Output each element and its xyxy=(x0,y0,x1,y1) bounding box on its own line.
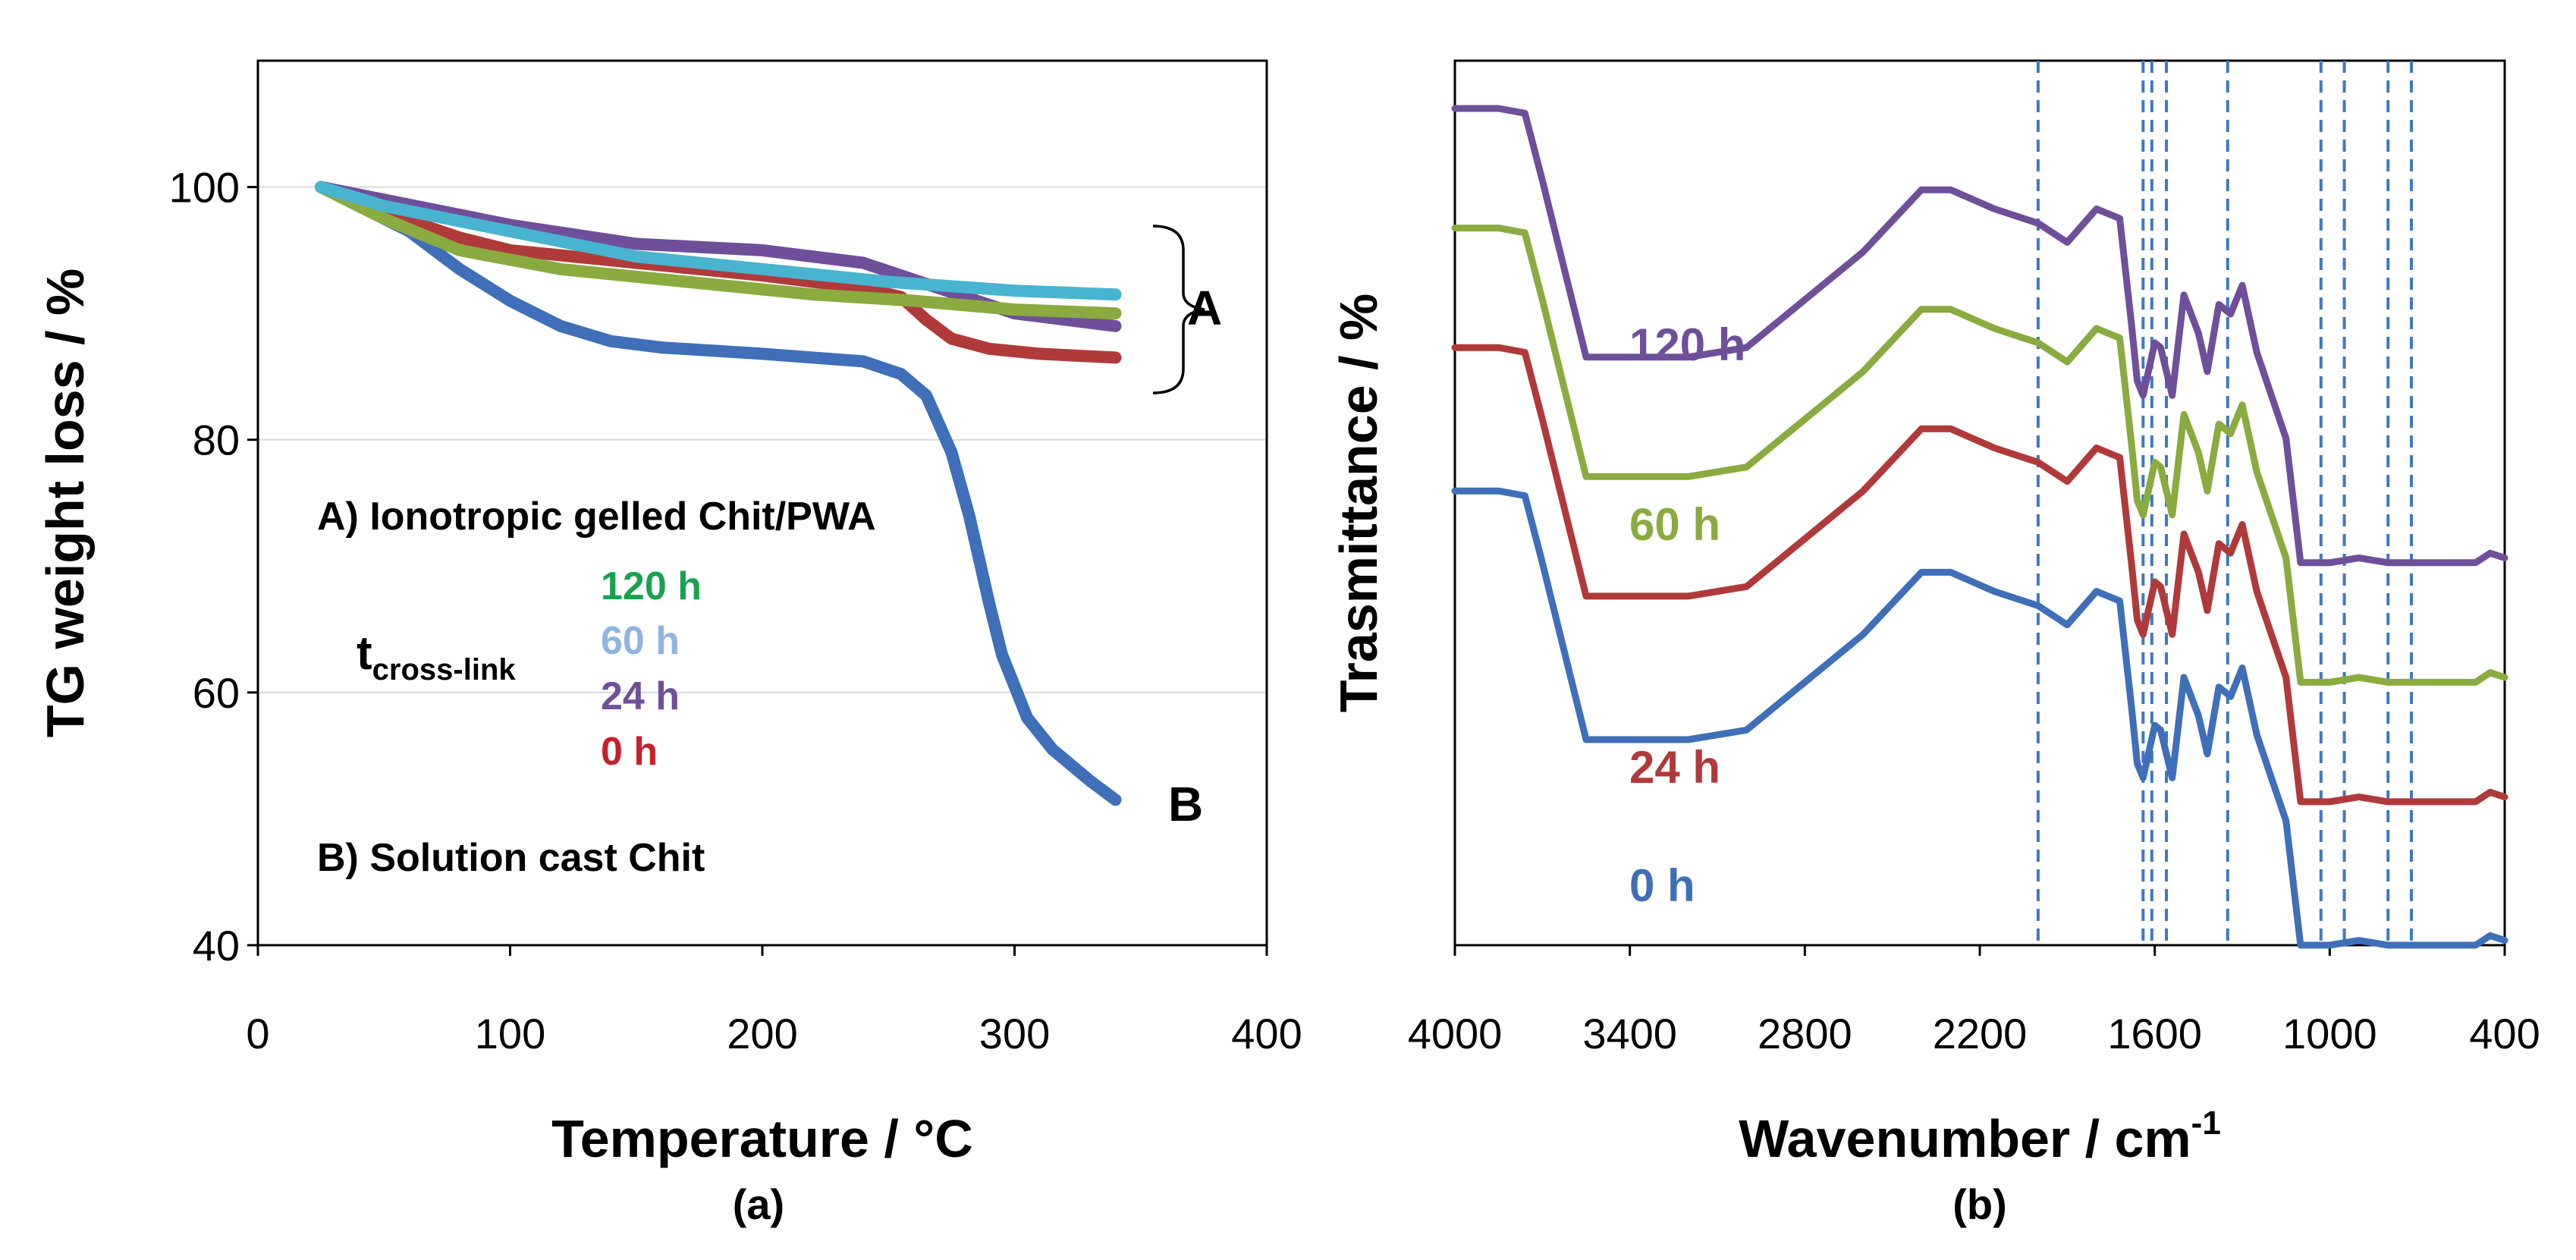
panel-b-x-tick-label: 2200 xyxy=(1933,1010,2028,1057)
spectrum-label-0h: 0 h xyxy=(1629,860,1695,911)
panel-b-x-tick-label: 4000 xyxy=(1408,1010,1503,1057)
panel-a-y-tick-label: 100 xyxy=(169,164,240,212)
panel-b-caption: (b) xyxy=(1952,1180,2007,1228)
panel-b: 4000 3400 2800 2200 1600 1000 400 120 h 60 h 2… xyxy=(1329,59,2540,1228)
legend-item-0h: 0 h xyxy=(601,730,658,774)
legend-a-text: A) Ionotropic gelled Chit/PWA xyxy=(317,495,876,539)
panel-a-y-tick-label: 80 xyxy=(193,416,240,464)
panel-a-series-0h xyxy=(315,181,1122,364)
panel-b-x-tick-label: 1600 xyxy=(2107,1010,2202,1057)
panel-a-y-tick-label: 60 xyxy=(193,669,240,717)
panel-b-spectrum-120h xyxy=(1451,105,2508,567)
panel-b-spectrum-60h xyxy=(1451,225,2508,686)
panel-a-x-tick-label: 400 xyxy=(1231,1010,1302,1057)
panel-a-x-tick-label: 100 xyxy=(475,1010,545,1057)
panel-b-spectrum-0h xyxy=(1451,487,2508,949)
panel-b-series xyxy=(1451,105,2508,949)
panel-b-reference-lines xyxy=(2036,61,2413,945)
panel-b-x-ticks: 4000 3400 2800 2200 1600 1000 400 xyxy=(1408,945,2540,1057)
panel-a-series-b xyxy=(315,181,1122,806)
panel-a-series-60h xyxy=(315,181,1122,301)
panel-a-x-axis-title: Temperature / °C xyxy=(551,1109,973,1168)
series-b-end-label: B xyxy=(1168,777,1203,831)
panel-b-y-axis-title: Trasmittance / % xyxy=(1329,294,1388,712)
panel-a: 40 60 80 100 0 100 200 300 400 A B A) Ionotropi… xyxy=(36,59,1302,1228)
panel-a-x-tick-label: 300 xyxy=(979,1010,1050,1057)
panel-a-x-tick-label: 0 xyxy=(246,1010,269,1057)
panel-a-series xyxy=(315,181,1122,806)
panel-b-x-tick-label: 400 xyxy=(2469,1010,2540,1057)
panel-b-spectrum-24h xyxy=(1451,344,2508,806)
group-a-label: A xyxy=(1187,281,1222,335)
panel-a-y-axis-title: TG weight loss / % xyxy=(36,269,95,737)
spectrum-label-120h: 120 h xyxy=(1629,319,1745,370)
legend-b-text: B) Solution cast Chit xyxy=(317,836,705,880)
spectrum-label-60h: 60 h xyxy=(1629,499,1720,550)
t-cross-link-label: tcross-link xyxy=(357,627,516,687)
spectrum-label-24h: 24 h xyxy=(1629,742,1720,793)
panel-a-gridlines xyxy=(258,186,1267,693)
legend-item-24h: 24 h xyxy=(601,674,680,718)
group-a-brace xyxy=(1152,225,1205,394)
panel-a-caption: (a) xyxy=(733,1180,784,1228)
panel-b-x-tick-label: 2800 xyxy=(1758,1010,1852,1057)
panel-a-y-ticks: 40 60 80 100 xyxy=(169,164,258,969)
panel-b-x-axis-title: Wavenumber / cm-1 xyxy=(1739,1104,2221,1168)
panel-a-series-120h xyxy=(315,181,1122,320)
panel-b-plot-frame xyxy=(1453,59,2506,947)
legend-item-60h: 60 h xyxy=(601,619,680,663)
panel-b-x-tick-label: 1000 xyxy=(2282,1010,2377,1057)
panel-b-x-tick-label: 3400 xyxy=(1582,1010,1677,1057)
panel-a-x-ticks: 0 100 200 300 400 xyxy=(246,945,1302,1057)
panel-a-y-tick-label: 40 xyxy=(193,922,240,969)
legend-item-120h: 120 h xyxy=(601,564,702,608)
panel-a-x-tick-label: 200 xyxy=(727,1010,797,1057)
